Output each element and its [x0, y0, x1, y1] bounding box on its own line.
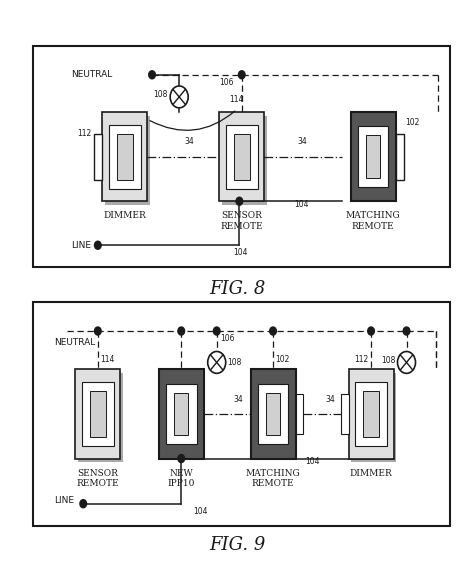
Circle shape [213, 327, 220, 335]
Text: 104: 104 [233, 248, 248, 257]
Bar [219, 112, 264, 201]
Text: 108: 108 [381, 356, 395, 365]
Bar [174, 393, 188, 435]
Text: 34: 34 [325, 394, 335, 404]
Bar [348, 369, 393, 459]
Circle shape [238, 71, 245, 79]
Text: LINE: LINE [71, 241, 91, 250]
Bar [82, 382, 114, 446]
Bar [102, 112, 147, 201]
Bar [33, 46, 450, 267]
Circle shape [94, 327, 101, 335]
Bar [396, 133, 404, 179]
Bar [222, 116, 267, 205]
Bar [358, 126, 388, 187]
Bar [296, 394, 303, 434]
Text: 108: 108 [227, 358, 242, 367]
Circle shape [178, 454, 184, 462]
Text: 114: 114 [100, 355, 115, 364]
Bar [75, 369, 120, 459]
Bar [94, 133, 102, 179]
Text: DIMMER: DIMMER [350, 469, 392, 478]
Text: 108: 108 [153, 90, 167, 98]
Text: 104: 104 [294, 200, 309, 209]
Text: 34: 34 [185, 137, 194, 146]
Text: SENSOR
REMOTE: SENSOR REMOTE [76, 469, 119, 488]
Text: FIG. 9: FIG. 9 [209, 536, 265, 554]
Bar [166, 384, 197, 444]
Text: 112: 112 [355, 355, 369, 364]
Text: DIMMER: DIMMER [104, 211, 146, 220]
Text: 106: 106 [219, 78, 233, 87]
Circle shape [270, 327, 276, 335]
Circle shape [94, 242, 101, 250]
Text: NEW
IPP10: NEW IPP10 [168, 469, 195, 488]
Bar [159, 369, 204, 459]
Text: 102: 102 [406, 118, 420, 126]
Text: 114: 114 [229, 95, 244, 103]
Text: SENSOR
REMOTE: SENSOR REMOTE [220, 211, 263, 231]
Bar [105, 116, 150, 205]
Bar [351, 373, 396, 462]
Circle shape [149, 71, 155, 79]
Bar [363, 391, 379, 437]
Text: 112: 112 [77, 129, 91, 138]
Circle shape [403, 327, 410, 335]
Circle shape [178, 327, 184, 335]
Text: FIG. 8: FIG. 8 [209, 280, 265, 298]
Bar [366, 136, 380, 178]
Bar [341, 394, 348, 434]
Text: 106: 106 [220, 334, 235, 343]
Bar [117, 133, 133, 180]
Circle shape [398, 351, 416, 373]
Circle shape [80, 500, 87, 508]
Bar [33, 302, 450, 526]
Text: 104: 104 [193, 507, 207, 516]
Bar [109, 125, 141, 189]
Bar [355, 382, 387, 446]
Bar [351, 112, 396, 201]
Circle shape [368, 327, 374, 335]
Text: MATCHING
REMOTE: MATCHING REMOTE [246, 469, 301, 488]
Circle shape [236, 197, 243, 205]
Bar [78, 373, 123, 462]
Text: 102: 102 [275, 355, 290, 364]
Circle shape [208, 351, 226, 373]
Circle shape [170, 86, 188, 108]
Text: 34: 34 [233, 394, 243, 404]
Bar [251, 369, 296, 459]
Text: 104: 104 [305, 457, 319, 466]
Bar [258, 384, 288, 444]
Bar [234, 133, 250, 180]
Text: MATCHING
REMOTE: MATCHING REMOTE [346, 211, 401, 231]
Bar [266, 393, 280, 435]
Bar [226, 125, 258, 189]
Text: NEUTRAL: NEUTRAL [54, 338, 95, 347]
Bar [90, 391, 106, 437]
Text: 34: 34 [297, 137, 307, 146]
Text: NEUTRAL: NEUTRAL [71, 70, 112, 79]
Text: LINE: LINE [54, 496, 74, 505]
